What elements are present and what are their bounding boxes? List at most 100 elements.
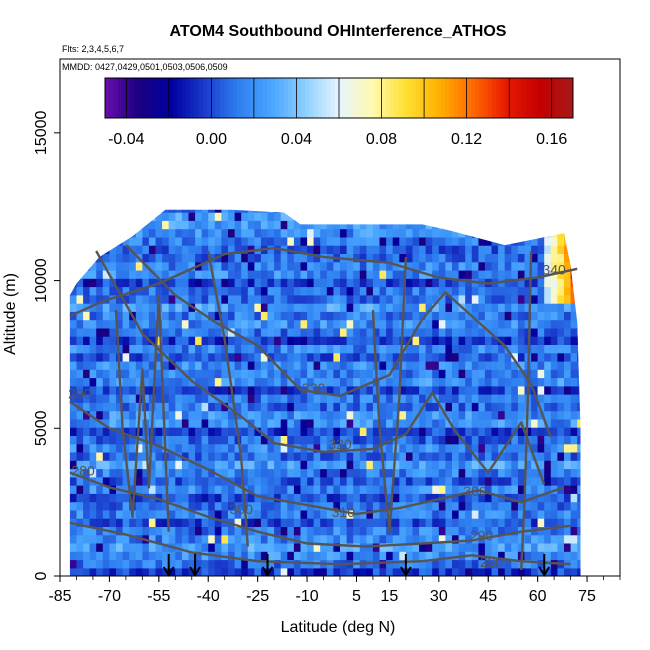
heatmap-cell bbox=[102, 209, 110, 213]
heatmap-cell bbox=[326, 352, 334, 362]
heatmap-cell bbox=[247, 220, 255, 230]
colorbar-segment bbox=[479, 78, 485, 118]
heatmap-cell bbox=[135, 369, 143, 379]
heatmap-cell bbox=[175, 236, 183, 246]
heatmap-cell bbox=[484, 410, 493, 420]
heatmap-cell bbox=[188, 344, 196, 354]
colorbar-segment bbox=[245, 78, 251, 118]
heatmap-cell bbox=[148, 485, 157, 494]
heatmap-cell bbox=[550, 253, 558, 263]
heatmap-cell bbox=[155, 526, 163, 536]
heatmap-cell bbox=[379, 228, 387, 238]
heatmap-cell bbox=[346, 451, 354, 461]
heatmap-cell bbox=[326, 542, 334, 552]
heatmap-cell bbox=[181, 451, 190, 461]
heatmap-cell bbox=[517, 344, 526, 354]
heatmap-cell bbox=[445, 253, 453, 263]
heatmap-cell bbox=[313, 278, 321, 288]
heatmap-cell bbox=[69, 567, 71, 576]
heatmap-cell bbox=[517, 319, 526, 329]
heatmap-cell bbox=[392, 501, 400, 511]
heatmap-cell bbox=[537, 360, 545, 370]
heatmap-cell bbox=[274, 294, 282, 304]
heatmap-cell bbox=[201, 319, 209, 329]
heatmap-cell bbox=[537, 220, 545, 230]
heatmap-cell bbox=[511, 236, 519, 246]
heatmap-cell bbox=[195, 394, 203, 403]
heatmap-cell bbox=[465, 451, 473, 461]
heatmap-cell bbox=[412, 236, 420, 246]
heatmap-cell bbox=[471, 567, 479, 576]
heatmap-cell bbox=[386, 385, 394, 395]
heatmap-cell bbox=[188, 418, 196, 428]
heatmap-cell bbox=[83, 377, 91, 387]
heatmap-cell bbox=[148, 443, 157, 453]
heatmap-cell bbox=[353, 394, 361, 403]
heatmap-cell bbox=[300, 286, 308, 296]
heatmap-cell bbox=[195, 443, 203, 453]
heatmap-cell bbox=[346, 427, 354, 436]
heatmap-cell bbox=[116, 509, 124, 519]
heatmap-cell bbox=[340, 303, 348, 312]
heatmap-cell bbox=[550, 377, 558, 387]
heatmap-cell bbox=[537, 534, 545, 544]
heatmap-cell bbox=[366, 236, 374, 246]
heatmap-cell bbox=[135, 509, 143, 519]
heatmap-cell bbox=[372, 245, 381, 254]
heatmap-cell bbox=[116, 228, 124, 238]
heatmap-cell bbox=[504, 418, 512, 428]
heatmap-cell bbox=[386, 319, 394, 329]
heatmap-cell bbox=[201, 418, 209, 428]
heatmap-cell bbox=[307, 228, 315, 238]
heatmap-cell bbox=[129, 385, 137, 395]
colorbar-segment bbox=[424, 78, 429, 118]
heatmap-cell bbox=[155, 352, 163, 362]
heatmap-cell bbox=[544, 493, 552, 503]
heatmap-cell bbox=[366, 220, 374, 230]
heatmap-cell bbox=[564, 261, 572, 271]
heatmap-cell bbox=[412, 336, 420, 345]
heatmap-cell bbox=[550, 236, 558, 246]
heatmap-cell bbox=[498, 468, 506, 478]
heatmap-cell bbox=[478, 360, 486, 370]
heatmap-cell bbox=[313, 209, 321, 213]
heatmap-cell bbox=[333, 360, 341, 370]
heatmap-cell bbox=[537, 352, 545, 362]
heatmap-cell bbox=[458, 220, 466, 230]
heatmap-cell bbox=[491, 418, 499, 428]
heatmap-cell bbox=[116, 402, 124, 412]
heatmap-cell bbox=[484, 567, 493, 576]
heatmap-cell bbox=[517, 212, 526, 221]
heatmap-cell bbox=[531, 220, 539, 230]
heatmap-cell bbox=[366, 493, 374, 503]
heatmap-cell bbox=[366, 427, 374, 436]
heatmap-cell bbox=[531, 278, 539, 288]
heatmap-cell bbox=[491, 369, 499, 379]
heatmap-cell bbox=[201, 567, 209, 576]
heatmap-cell bbox=[399, 460, 407, 470]
heatmap-cell bbox=[504, 402, 512, 412]
heatmap-cell bbox=[69, 327, 71, 337]
heatmap-cell bbox=[208, 501, 216, 511]
heatmap-cell bbox=[300, 228, 308, 238]
heatmap-cell bbox=[89, 410, 97, 420]
heatmap-cell bbox=[69, 311, 78, 321]
heatmap-cell bbox=[425, 212, 433, 221]
heatmap-cell bbox=[504, 427, 512, 436]
heatmap-cell bbox=[392, 319, 400, 329]
heatmap-cell bbox=[241, 443, 249, 453]
heatmap-cell bbox=[188, 518, 196, 527]
heatmap-cell bbox=[465, 534, 473, 544]
heatmap-cell bbox=[544, 253, 552, 263]
heatmap-cell bbox=[438, 212, 446, 221]
heatmap-cell bbox=[544, 435, 552, 445]
heatmap-cell bbox=[135, 501, 143, 511]
heatmap-cell bbox=[484, 369, 493, 379]
heatmap-cell bbox=[432, 294, 440, 304]
heatmap-cell bbox=[188, 253, 196, 263]
heatmap-cell bbox=[458, 377, 466, 387]
heatmap-cell bbox=[412, 418, 420, 428]
heatmap-cell bbox=[122, 319, 130, 329]
heatmap-cell bbox=[452, 418, 460, 428]
heatmap-cell bbox=[181, 542, 190, 552]
